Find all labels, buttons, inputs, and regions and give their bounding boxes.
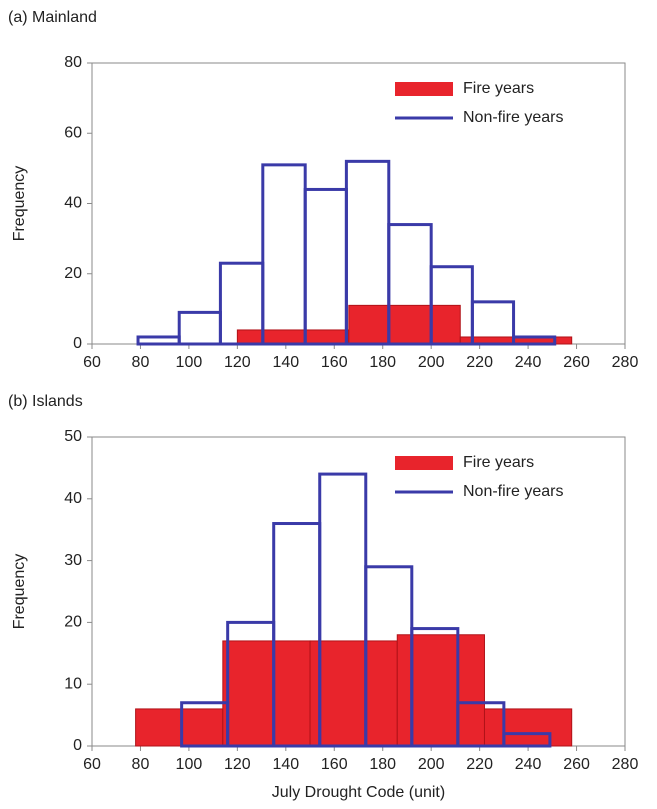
panel-title: (a) Mainland [8,9,97,26]
y-tick-label: 50 [64,428,82,445]
histogram-bar [177,310,222,346]
x-tick-label: 160 [321,354,348,371]
x-tick-label: 200 [418,354,445,371]
x-tick-label: 60 [83,756,101,773]
y-tick-label: 40 [64,195,82,212]
x-axis-label: July Drought Code (unit) [272,784,445,801]
x-tick-label: 160 [321,756,348,773]
histogram-bar [261,163,307,346]
y-tick-label: 40 [64,490,82,507]
y-tick-label: 20 [64,614,82,631]
histogram-bar [502,732,552,748]
y-tick-label: 30 [64,552,82,569]
y-tick-label: 0 [73,737,82,754]
x-tick-label: 120 [224,354,251,371]
x-tick-label: 260 [563,354,590,371]
y-tick-label: 20 [64,265,82,282]
x-tick-label: 240 [515,354,542,371]
x-tick-label: 100 [176,756,203,773]
legend-swatch [395,82,453,96]
legend-swatch [395,456,453,470]
x-tick-label: 80 [132,756,150,773]
x-tick-label: 220 [466,354,493,371]
x-tick-label: 280 [612,354,639,371]
x-tick-label: 80 [132,354,150,371]
y-tick-label: 80 [64,54,82,71]
x-tick-label: 220 [466,756,493,773]
histogram-bar [303,187,348,346]
plot-frame [91,62,626,345]
histogram-bar [483,708,573,747]
x-tick-label: 140 [272,354,299,371]
x-tick-label: 200 [418,756,445,773]
histogram-bar [348,304,461,345]
y-axis-label: Frequency [11,554,28,630]
y-tick-label: 60 [64,124,82,141]
panel-title: (b) Islands [8,393,83,410]
histogram-bar [512,335,557,346]
histogram-bar [470,300,516,346]
legend-label: Non-fire years [463,109,563,126]
legend-label: Fire years [463,454,534,471]
histogram-bar [136,335,181,346]
x-tick-label: 100 [176,354,203,371]
histogram-bar [222,640,311,747]
histogram-bar [456,701,506,748]
y-tick-label: 0 [73,335,82,352]
x-tick-label: 260 [563,756,590,773]
histogram-bar [135,708,224,747]
y-axis-label: Frequency [11,166,28,242]
x-tick-label: 120 [224,756,251,773]
histogram-bar [236,329,350,345]
y-tick-label: 10 [64,675,82,692]
x-tick-label: 180 [369,756,396,773]
legend-label: Fire years [463,80,534,97]
x-tick-label: 60 [83,354,101,371]
x-tick-label: 280 [612,756,639,773]
histogram-bar [410,627,460,748]
x-tick-label: 180 [369,354,396,371]
histogram-bar [309,640,398,747]
x-tick-label: 140 [272,756,299,773]
x-tick-label: 240 [515,756,542,773]
legend-label: Non-fire years [463,483,563,500]
